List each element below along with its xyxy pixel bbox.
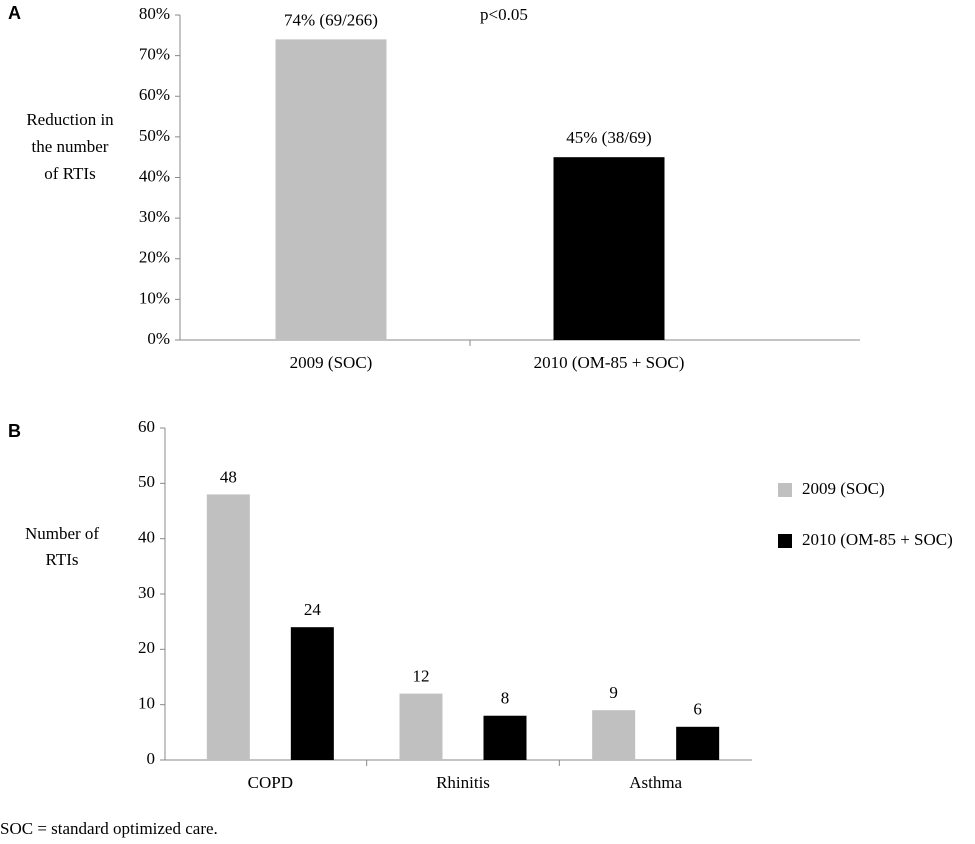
y-tick-label: 50% [139, 126, 170, 145]
x-tick-label: 2010 (OM-85 + SOC) [534, 353, 685, 372]
y-tick-label: 70% [139, 45, 170, 64]
legend-label: 2009 (SOC) [802, 479, 885, 498]
legend-swatch [778, 534, 792, 548]
y-tick-label: 60% [139, 85, 170, 104]
y-tick-label: 10 [138, 694, 155, 713]
legend-label: 2010 (OM-85 + SOC) [802, 530, 953, 549]
annotation: p<0.05 [480, 5, 528, 24]
value-label: 45% (38/69) [566, 128, 651, 147]
value-label: 12 [413, 667, 430, 686]
y-tick-label: 20% [139, 248, 170, 267]
y-axis-label: the number [32, 137, 109, 156]
y-tick-label: 0% [147, 329, 170, 348]
y-tick-label: 40% [139, 166, 170, 185]
y-axis-label: of RTIs [44, 164, 95, 183]
legend-swatch [778, 483, 792, 497]
bar [676, 726, 720, 760]
y-tick-label: 80% [139, 4, 170, 23]
x-tick-label: Asthma [629, 773, 682, 792]
value-label: 48 [220, 467, 237, 486]
value-label: 8 [501, 689, 510, 708]
y-tick-label: 60 [138, 417, 155, 436]
panel-label: A [8, 3, 21, 23]
x-tick-label: 2009 (SOC) [290, 353, 373, 372]
y-axis-label: Number of [25, 524, 99, 543]
bar [275, 39, 387, 340]
y-axis-label: RTIs [46, 550, 79, 569]
bar [399, 693, 443, 760]
x-tick-label: Rhinitis [436, 773, 490, 792]
y-tick-label: 10% [139, 288, 170, 307]
y-axis-label: Reduction in [26, 110, 114, 129]
value-label: 74% (69/266) [284, 10, 378, 29]
y-tick-label: 40 [138, 528, 155, 547]
y-tick-label: 0 [147, 749, 156, 768]
value-label: 6 [693, 700, 702, 719]
value-label: 9 [609, 683, 618, 702]
y-tick-label: 20 [138, 638, 155, 657]
y-tick-label: 30 [138, 583, 155, 602]
y-tick-label: 30% [139, 207, 170, 226]
bar [206, 494, 250, 760]
panel-label: B [8, 421, 21, 441]
y-tick-label: 50 [138, 472, 155, 491]
bar [290, 627, 334, 760]
bar [553, 157, 665, 340]
footnote: SOC = standard optimized care. [0, 819, 218, 838]
x-tick-label: COPD [248, 773, 293, 792]
bar [483, 715, 527, 760]
value-label: 24 [304, 600, 322, 619]
bar [592, 710, 636, 760]
